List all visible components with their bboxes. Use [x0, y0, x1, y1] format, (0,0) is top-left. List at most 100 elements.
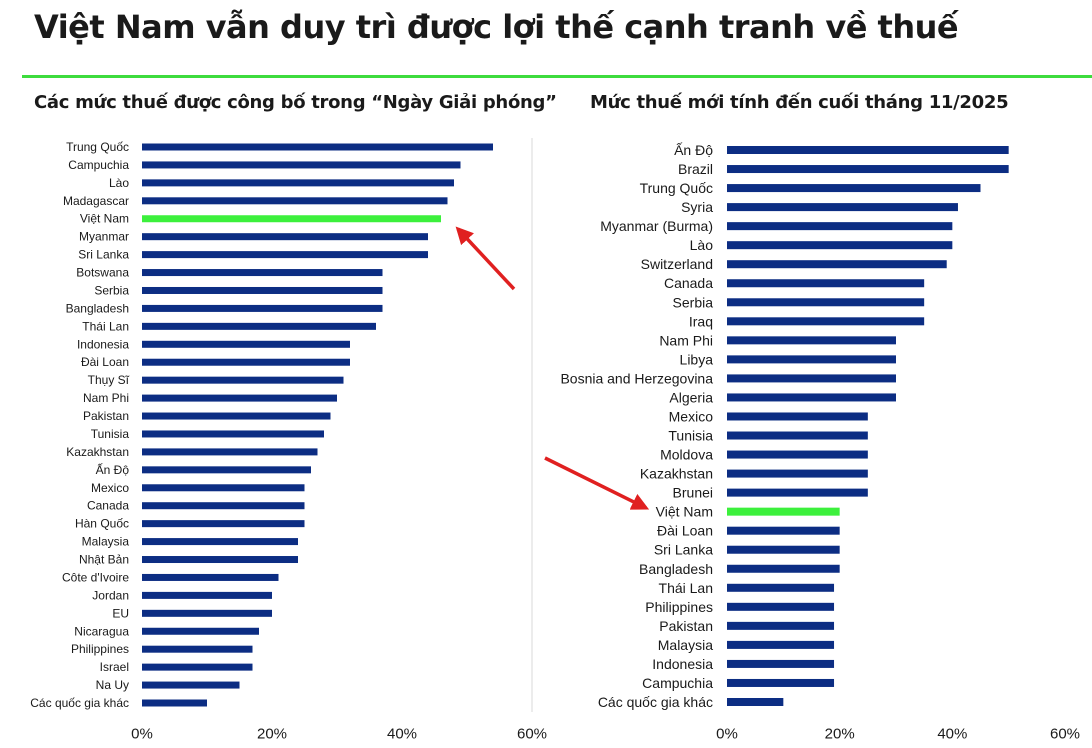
bar [727, 659, 835, 668]
bar [142, 286, 383, 294]
category-label: Libya [680, 351, 714, 367]
category-label: Pakistan [659, 618, 713, 634]
category-label: Myanmar (Burma) [600, 218, 713, 234]
bar [142, 340, 350, 348]
bar [142, 520, 305, 528]
category-label: Sri Lanka [654, 542, 713, 558]
bar [727, 203, 958, 212]
bar [727, 698, 784, 706]
category-label: Switzerland [641, 256, 713, 272]
page-title: Việt Nam vẫn duy trì được lợi thế cạnh t… [34, 8, 959, 46]
category-label: Việt Nam [80, 212, 129, 226]
category-label: Bangladesh [639, 561, 713, 577]
category-label: EU [112, 606, 129, 620]
category-label: Ấn Độ [674, 142, 713, 158]
right-arrow [544, 456, 650, 510]
category-label: Iraq [689, 313, 713, 329]
bar [142, 412, 331, 420]
bar [142, 394, 337, 402]
bar [142, 663, 253, 671]
bar [727, 488, 868, 497]
left-arrow [455, 226, 516, 291]
bar [142, 251, 428, 259]
bar [727, 412, 868, 421]
bar [142, 591, 272, 599]
category-label: Canada [87, 499, 129, 513]
left-chart-title: Các mức thuế được công bố trong “Ngày Gi… [34, 92, 557, 113]
bar [142, 502, 305, 510]
bar [142, 304, 383, 312]
bar [142, 233, 428, 241]
category-label: Nam Phi [83, 391, 129, 405]
bar [727, 602, 835, 611]
bar [727, 469, 868, 478]
category-label: Bosnia and Herzegovina [560, 370, 713, 386]
bar [727, 678, 835, 687]
bar [142, 269, 383, 277]
bar [727, 241, 953, 250]
category-label: Madagascar [63, 194, 129, 208]
x-tick-label: 60% [1050, 726, 1080, 743]
category-label: Côte d'Ivoire [62, 570, 129, 584]
category-label: Sri Lanka [78, 248, 129, 262]
bar [142, 645, 253, 653]
category-label: Canada [664, 275, 713, 291]
x-tick-label: 20% [825, 726, 855, 743]
bar [727, 279, 925, 288]
bar [142, 179, 454, 187]
category-label: Hàn Quốc [75, 517, 129, 531]
category-label: Syria [681, 199, 713, 215]
left-bar-chart: Trung Quốc Campuchia Lào Madagascar Việt Nam… [30, 138, 547, 743]
bar [727, 393, 896, 402]
bar-highlight-viet-nam [727, 507, 840, 516]
category-label: Na Uy [96, 678, 129, 692]
category-label: Bangladesh [66, 301, 129, 315]
category-label: Thái Lan [659, 580, 713, 596]
x-tick-label: 60% [517, 726, 547, 743]
bar [727, 184, 981, 193]
bar [142, 161, 461, 169]
category-label: Trung Quốc [640, 180, 713, 196]
category-label: Việt Nam [656, 504, 713, 520]
category-label: Philippines [645, 599, 713, 615]
category-label: Tunisia [91, 427, 130, 441]
x-tick-label: 40% [937, 726, 967, 743]
bar [727, 222, 953, 231]
bar [142, 681, 240, 689]
bar [142, 430, 324, 438]
category-label: Botswana [76, 266, 129, 280]
category-label: Lào [690, 237, 714, 253]
bar [142, 322, 376, 330]
bar [727, 298, 925, 307]
category-label: Serbia [673, 294, 714, 310]
x-tick-label: 0% [131, 726, 153, 743]
category-label: Thụy Sĩ [88, 373, 130, 387]
bar [142, 484, 305, 492]
category-label: Brazil [678, 161, 713, 177]
bar [142, 376, 344, 384]
category-label: Campuchia [68, 158, 129, 172]
bar [727, 583, 835, 592]
category-label: Tunisia [668, 428, 713, 444]
right-chart-title: Mức thuế mới tính đến cuối tháng 11/2025 [590, 92, 1009, 113]
category-label: Malaysia [658, 637, 713, 653]
category-label: Serbia [94, 283, 129, 297]
category-label: Nhật Bản [79, 553, 129, 567]
bar [142, 573, 279, 581]
category-label: Israel [100, 660, 129, 674]
bar [142, 699, 207, 707]
bar [727, 260, 947, 269]
bar [142, 448, 318, 456]
bar [142, 556, 298, 564]
category-label: Đài Loan [657, 523, 713, 539]
category-label: Kazakhstan [640, 466, 713, 482]
title-divider [22, 75, 1092, 78]
category-label: Các quốc gia khác [30, 696, 129, 710]
bar [727, 545, 840, 554]
bar [142, 609, 272, 617]
bar [727, 146, 1009, 154]
bar [727, 526, 840, 535]
category-label: Mexico [669, 408, 714, 424]
category-label: Trung Quốc [66, 140, 129, 154]
